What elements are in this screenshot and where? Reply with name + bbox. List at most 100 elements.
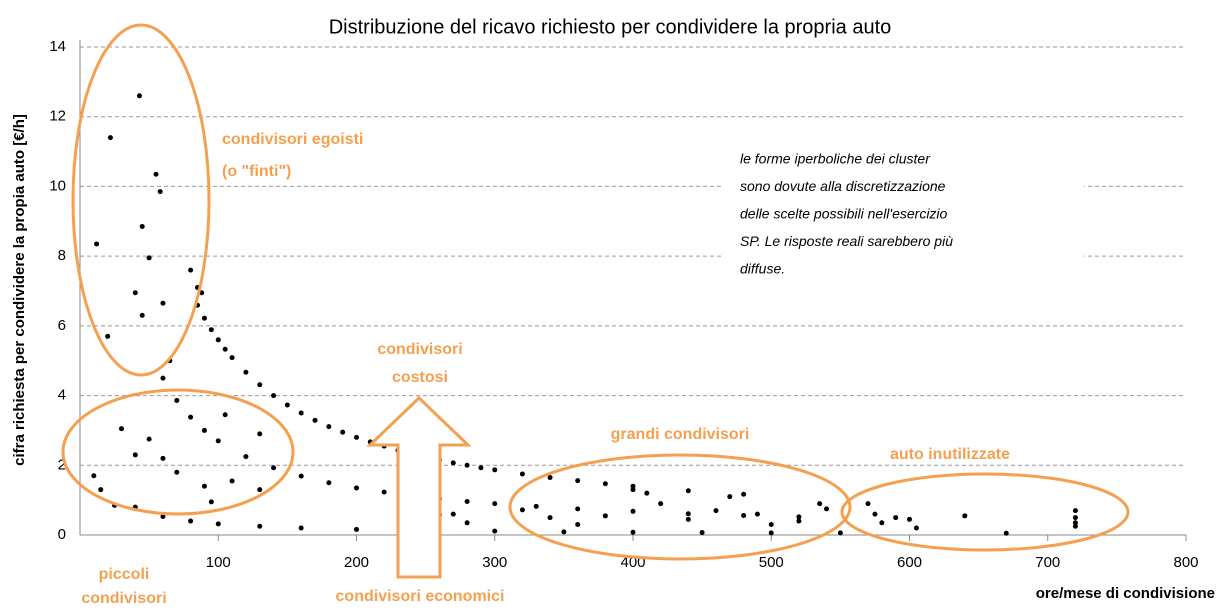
point <box>222 412 228 418</box>
point <box>229 355 235 361</box>
point <box>492 467 498 473</box>
point <box>326 424 332 430</box>
point <box>1072 520 1078 526</box>
y-tick-label: 2 <box>58 456 66 473</box>
point <box>91 473 97 479</box>
point <box>354 485 359 491</box>
point <box>754 511 760 517</box>
point <box>139 224 145 230</box>
point <box>229 478 235 484</box>
point <box>741 491 747 497</box>
y-tick-label: 6 <box>58 317 66 334</box>
point <box>188 414 194 420</box>
point <box>602 481 608 487</box>
x-tick-label: 500 <box>759 554 784 571</box>
point <box>685 511 691 517</box>
point <box>575 506 581 512</box>
point <box>132 452 138 458</box>
point <box>1072 523 1078 529</box>
point <box>257 523 263 529</box>
cluster-ellipse <box>71 23 211 377</box>
point <box>243 369 249 375</box>
point <box>340 429 346 435</box>
annotation: (o "finti") <box>222 163 291 180</box>
point <box>796 514 802 520</box>
y-axis-title: cifra richiesta per condividere la propi… <box>11 114 28 466</box>
point <box>257 382 263 388</box>
point <box>201 483 207 489</box>
point <box>201 315 207 321</box>
point <box>271 393 277 399</box>
point <box>492 528 498 534</box>
point <box>658 501 664 507</box>
point <box>1072 508 1078 514</box>
y-tick-label: 12 <box>49 108 66 125</box>
point <box>208 499 214 505</box>
point <box>561 529 567 535</box>
annotation: sono dovute alla discretizzazione <box>740 178 946 194</box>
point <box>174 469 180 475</box>
point <box>160 375 166 381</box>
point <box>160 300 166 306</box>
point <box>450 511 456 517</box>
point <box>685 516 691 522</box>
point <box>298 473 304 479</box>
point <box>136 93 142 99</box>
y-tick-label: 0 <box>58 526 66 543</box>
annotations: condivisori egoisti (o "finti") piccoli con… <box>81 131 1010 607</box>
point <box>727 494 733 500</box>
point <box>630 487 636 493</box>
point <box>837 530 843 536</box>
x-tick-label: 800 <box>1173 554 1198 571</box>
cluster-outlines <box>61 23 1130 579</box>
point <box>271 465 277 471</box>
point <box>685 488 691 494</box>
x-tick-label: 300 <box>482 554 507 571</box>
point <box>699 530 705 536</box>
point <box>575 522 581 528</box>
point <box>354 526 359 532</box>
point <box>354 434 359 440</box>
point <box>713 508 719 514</box>
annotation: condivisori economici <box>336 588 505 605</box>
point <box>312 417 318 423</box>
x-tick-label: 100 <box>206 554 231 571</box>
point <box>174 397 180 403</box>
point <box>157 189 163 195</box>
point <box>132 290 138 296</box>
point <box>464 462 470 468</box>
point <box>630 508 636 514</box>
point <box>768 522 774 528</box>
point <box>464 520 470 526</box>
annotation: diffuse. <box>740 261 785 277</box>
point <box>215 438 221 444</box>
point <box>98 487 104 493</box>
point <box>188 518 194 524</box>
point <box>146 255 152 261</box>
annotation: delle scelte possibili nell'esercizio <box>740 206 948 222</box>
annotation: condivisori egoisti <box>222 131 363 148</box>
point <box>153 171 159 177</box>
point <box>630 483 636 489</box>
annotation: grandi condivisori <box>611 426 750 443</box>
annotation: condivisori <box>377 341 462 358</box>
y-tick-label: 14 <box>49 38 66 55</box>
point <box>768 530 774 536</box>
point <box>257 487 263 493</box>
point <box>575 478 581 484</box>
point <box>381 489 387 495</box>
point <box>547 515 553 521</box>
point <box>817 501 823 507</box>
point <box>1003 530 1009 536</box>
y-tick-label: 4 <box>58 387 66 404</box>
point <box>94 241 100 247</box>
point <box>1072 515 1078 521</box>
point <box>298 410 304 416</box>
arrow <box>366 395 472 579</box>
point <box>107 135 113 141</box>
point <box>602 513 608 519</box>
points <box>91 93 1078 536</box>
point <box>478 465 484 471</box>
cluster-ellipse <box>508 453 852 561</box>
